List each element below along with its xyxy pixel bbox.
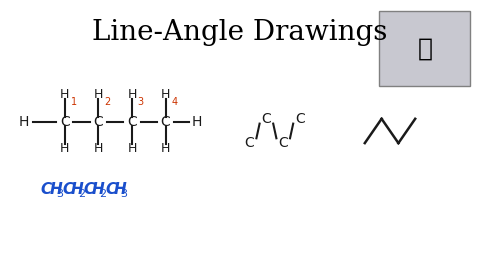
Text: 3: 3 [138,97,144,107]
Text: H: H [161,88,170,101]
Text: C: C [127,114,137,129]
Text: H: H [127,88,137,101]
Text: C: C [262,112,271,126]
Text: C: C [60,114,70,129]
Text: H: H [114,181,127,197]
Text: H: H [49,181,62,197]
Text: C: C [94,114,103,129]
Text: C: C [278,136,288,150]
Text: C: C [84,181,95,197]
Text: C: C [161,114,170,129]
Text: H: H [94,142,103,155]
FancyBboxPatch shape [379,11,470,86]
Text: H: H [60,88,70,101]
Text: H: H [19,114,29,129]
Text: H: H [92,181,105,197]
Text: 3: 3 [56,189,63,199]
Text: C: C [105,181,116,197]
Text: C: C [41,181,52,197]
Text: C: C [245,136,254,150]
Text: 2: 2 [78,189,85,199]
Text: H: H [94,88,103,101]
Text: C: C [295,112,305,126]
Text: H: H [60,142,70,155]
Text: H: H [71,181,84,197]
Text: 2: 2 [104,97,110,107]
Text: 👤: 👤 [417,37,432,60]
Text: 2: 2 [99,189,107,199]
Text: 1: 1 [71,97,77,107]
Text: Line-Angle Drawings: Line-Angle Drawings [92,19,388,46]
Text: 3: 3 [120,189,128,199]
Text: H: H [127,142,137,155]
Text: 4: 4 [171,97,178,107]
Text: H: H [161,142,170,155]
Text: C: C [62,181,73,197]
Text: H: H [192,114,202,129]
